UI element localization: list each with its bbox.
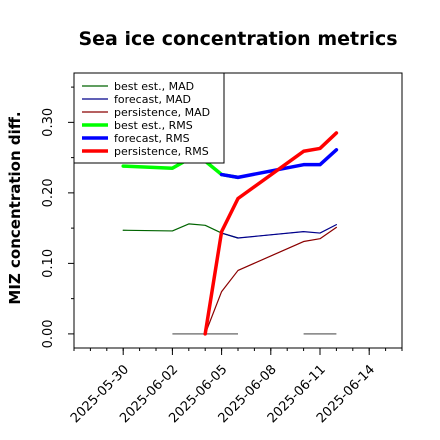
legend-entry: persistence, RMS (114, 145, 209, 158)
legend-box (73, 72, 225, 164)
legend-entry: persistence, MAD (114, 106, 210, 119)
legend-entry: forecast, RMS (114, 132, 190, 145)
legend-entry: best est., RMS (114, 119, 193, 132)
series-line (204, 226, 337, 335)
chart-title: Sea ice concentration metrics (78, 28, 397, 50)
legend-entry: forecast, MAD (114, 93, 191, 106)
plot-frame (73, 72, 403, 349)
series-line (203, 131, 339, 336)
series-line (221, 224, 337, 239)
series-line (219, 148, 339, 180)
y-axis-label: MIZ concentration diff. (6, 111, 24, 304)
legend-entry: best est., MAD (114, 80, 194, 93)
y-tick-label: 0.00 (41, 319, 56, 348)
y-tick-label: 0.20 (41, 178, 56, 207)
y-tick-label: 0.10 (41, 249, 56, 278)
y-tick-label: 0.30 (41, 108, 56, 137)
